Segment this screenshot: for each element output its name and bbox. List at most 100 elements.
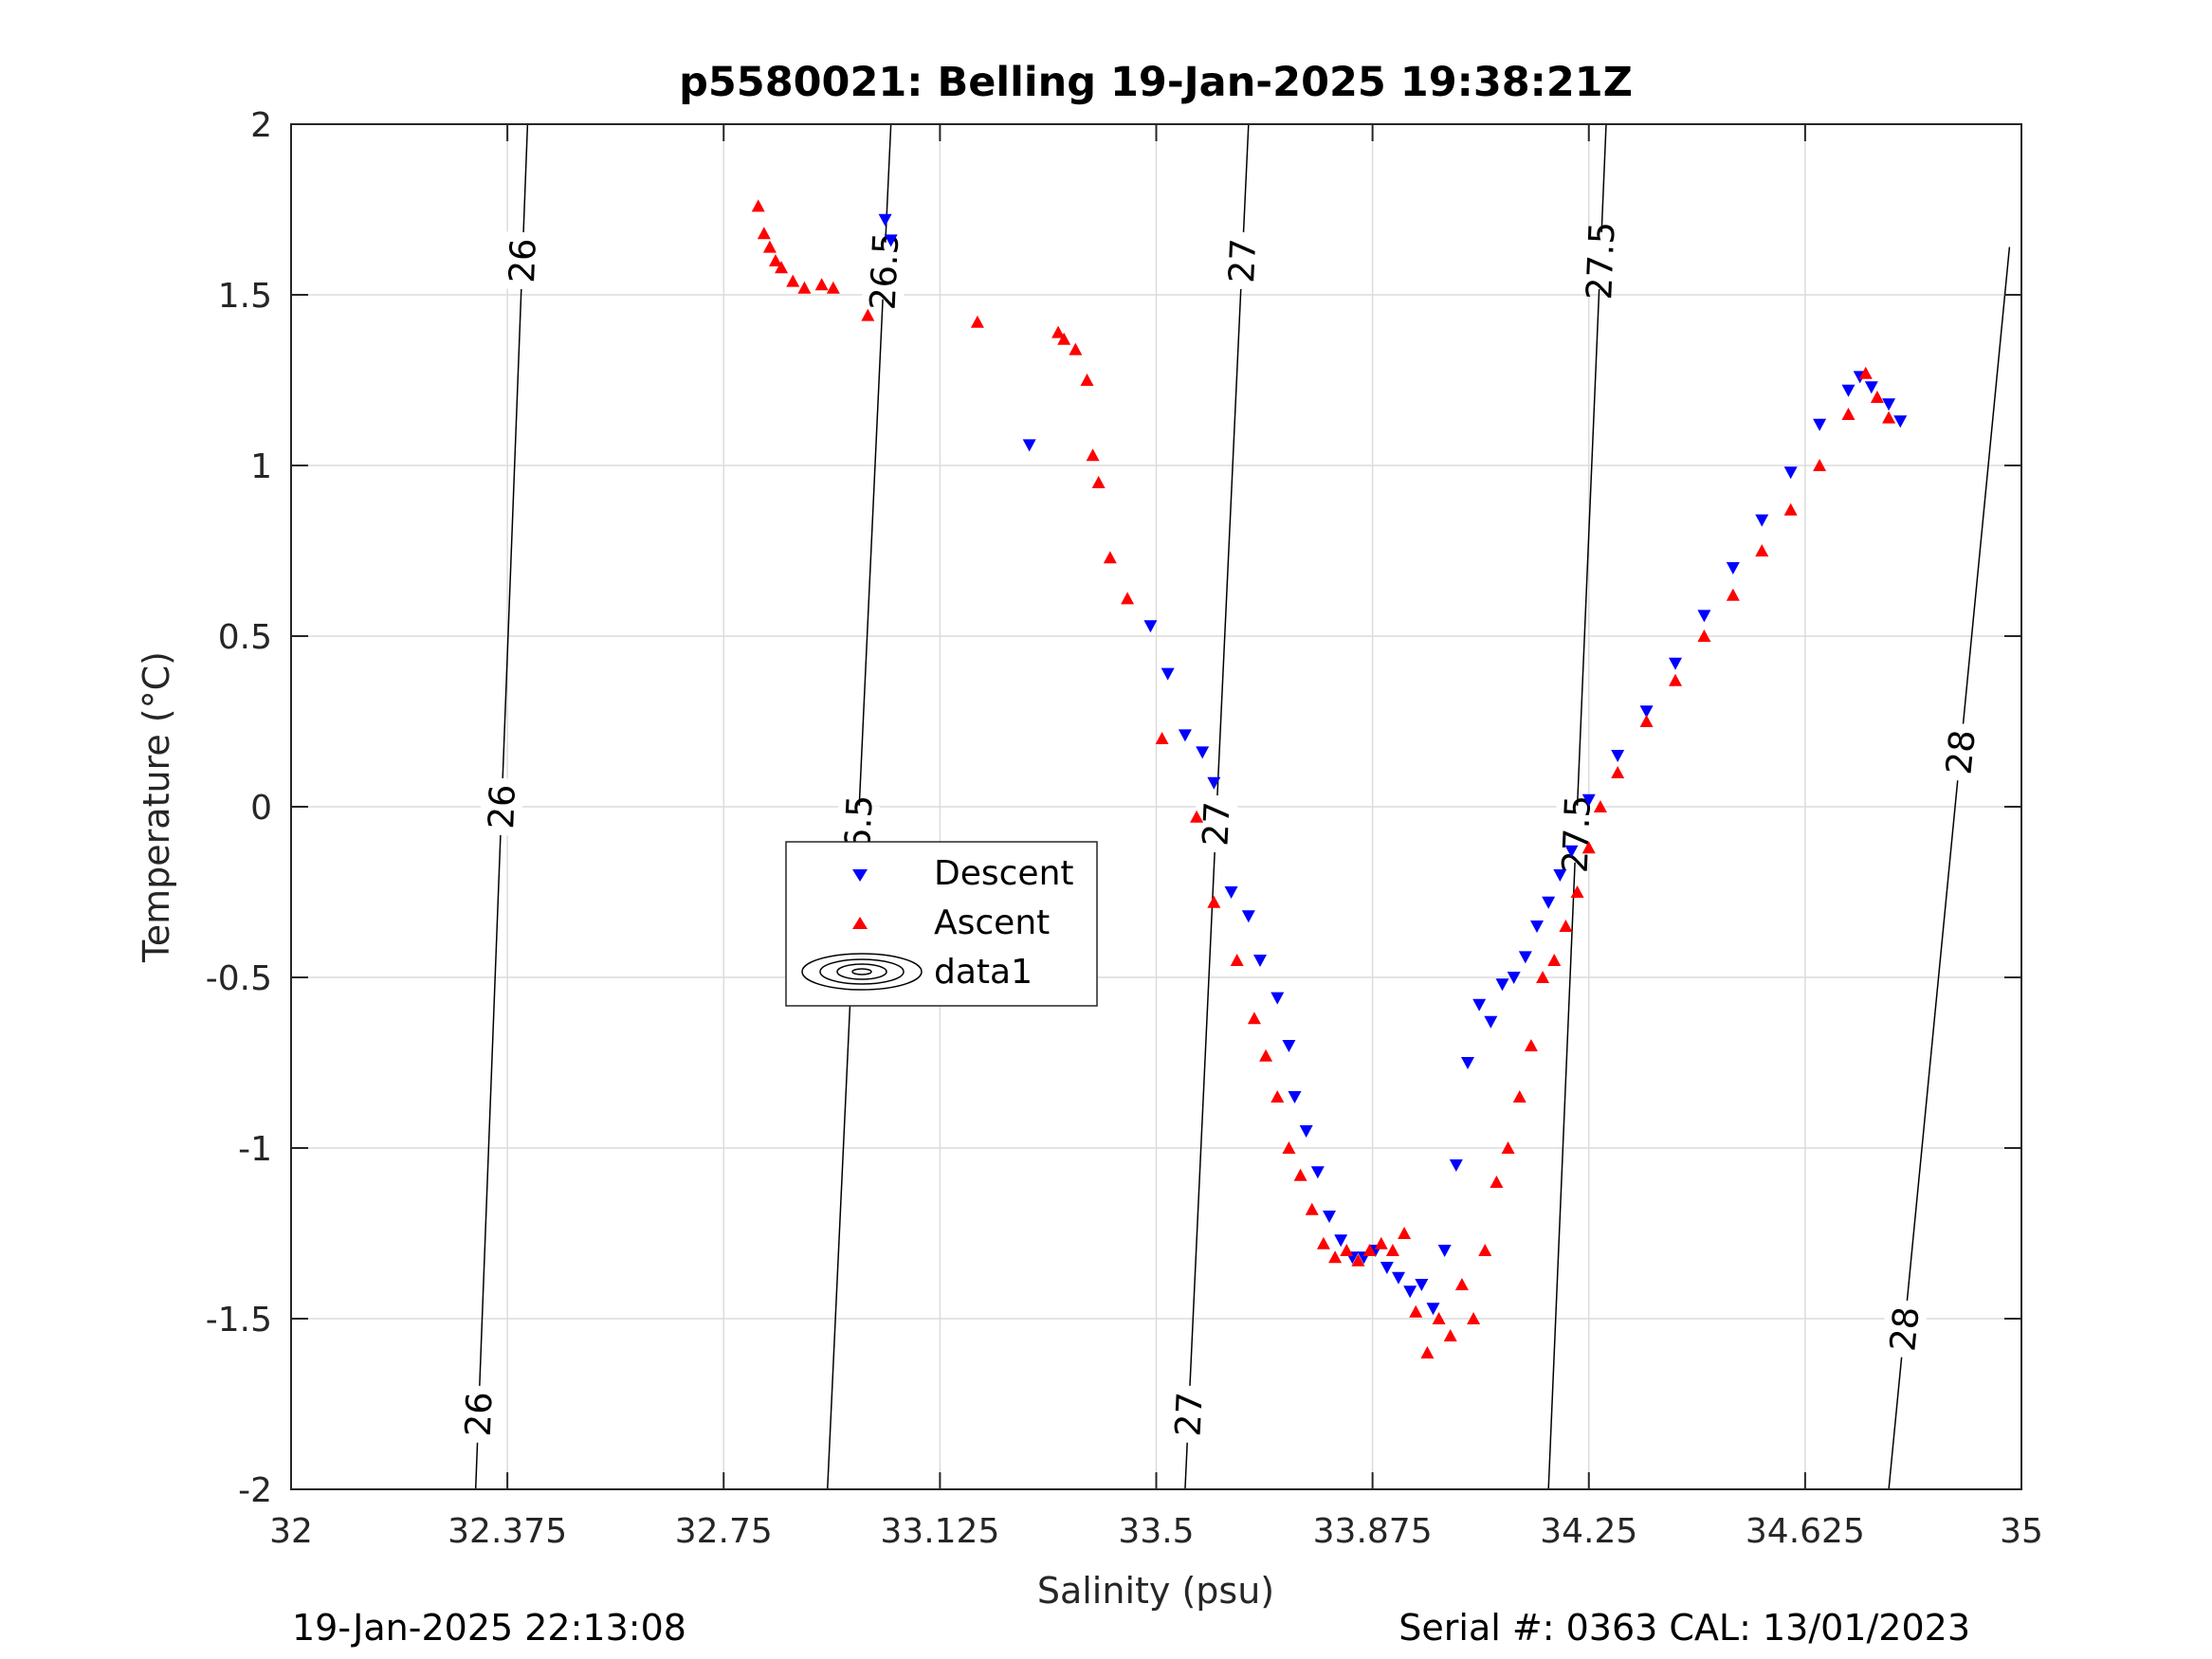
ascent-point: [797, 281, 812, 294]
x-tick-label: 34.25: [1540, 1512, 1637, 1551]
descent-point: [1484, 1015, 1498, 1029]
descent-point: [1380, 1262, 1394, 1274]
descent-point: [1507, 972, 1521, 984]
descent-point: [1271, 992, 1285, 1005]
ascent-point: [1316, 1236, 1330, 1249]
descent-point: [1553, 869, 1567, 882]
contour-label: 26: [458, 1391, 501, 1437]
descent-point: [1310, 1166, 1325, 1179]
contour-label: 27.5: [1579, 221, 1622, 301]
ascent-point: [1639, 715, 1654, 727]
x-tick-label: 33.5: [1118, 1512, 1194, 1551]
ascent-point: [1611, 766, 1625, 778]
descent-point: [1882, 398, 1896, 411]
descent-point: [1207, 776, 1221, 790]
ascent-point: [814, 278, 829, 291]
descent-point: [1241, 910, 1255, 923]
contour-label-gap: [862, 241, 906, 301]
ascent-point: [1783, 502, 1798, 516]
descent-point: [1611, 750, 1625, 762]
ascent-point: [1069, 342, 1083, 356]
ascent-point: [1374, 1236, 1388, 1249]
descent-point: [1755, 514, 1769, 527]
descent-point: [1530, 921, 1544, 933]
footer-timestamp: 19-Jan-2025 22:13:08: [292, 1607, 686, 1649]
ascent-point: [1841, 408, 1856, 420]
x-tick-label: 32: [269, 1512, 313, 1551]
descent-point: [1224, 886, 1238, 899]
contour-label-gap: [1578, 231, 1623, 290]
ascent-point: [1362, 1244, 1377, 1256]
ascent-point: [769, 254, 782, 266]
ascent-point: [1340, 1244, 1354, 1256]
ascent-point: [826, 281, 840, 294]
descent-point: [1564, 845, 1579, 858]
x-tick-label: 34.625: [1746, 1512, 1865, 1551]
ascent-point: [1478, 1244, 1492, 1256]
descent-point: [878, 213, 892, 227]
descent-point: [1323, 1211, 1336, 1223]
y-tick-label: -0.5: [206, 959, 272, 998]
y-tick-label: 1: [250, 447, 272, 486]
ascent-point: [1726, 588, 1740, 601]
contour-label-gap: [500, 231, 545, 290]
descent-point: [1669, 657, 1682, 670]
ascent-point: [861, 308, 875, 321]
ascent-point: [1432, 1312, 1446, 1324]
descent-point: [1461, 1057, 1474, 1069]
ascent-point: [1813, 459, 1827, 471]
legend-data1-label: data1: [934, 953, 1033, 992]
ascent-point: [1559, 920, 1573, 932]
chart-title: p5580021: Belling 19-Jan-2025 19:38:21Z: [679, 59, 1633, 106]
contour-label-gap: [1936, 721, 1984, 783]
ascent-point: [1057, 332, 1071, 345]
contour-label: 27: [1168, 1391, 1211, 1437]
ascent-point: [1512, 1090, 1526, 1103]
ascent-point: [1581, 841, 1596, 854]
ascent-point: [1858, 366, 1873, 379]
y-tick-label: -1.5: [206, 1301, 272, 1340]
contour-label-gap: [456, 1384, 501, 1444]
ascent-point: [1351, 1253, 1365, 1267]
ascent-point: [1755, 544, 1769, 556]
descent-point: [1288, 1091, 1302, 1103]
ascent-point: [1524, 1039, 1538, 1051]
contour-label: 26: [502, 238, 544, 284]
descent-point: [1472, 998, 1487, 1012]
footer-serial-cal: Serial #: 0363 CAL: 13/01/2023: [1398, 1607, 1970, 1649]
ascent-point: [1086, 448, 1100, 462]
x-tick-label: 33.125: [880, 1512, 999, 1551]
ascent-point: [1697, 629, 1711, 642]
contour-label-gap: [1219, 231, 1265, 290]
legend-contour-icon: [801, 953, 923, 991]
descent-point: [1437, 1245, 1452, 1257]
x-axis-label: Salinity (psu): [1037, 1570, 1274, 1612]
descent-point: [1426, 1303, 1440, 1316]
y-tick-label: 1.5: [218, 277, 272, 316]
x-tick-label: 32.375: [448, 1512, 567, 1551]
descent-point: [1813, 418, 1827, 431]
ascent-point: [970, 315, 984, 328]
ascent-point: [1051, 325, 1066, 338]
contour-label-gap: [1194, 794, 1238, 853]
ascent-point: [1328, 1250, 1343, 1264]
data-markers: [751, 199, 1908, 1358]
ascent-point: [1536, 971, 1550, 983]
ascent-point: [1870, 391, 1884, 403]
contour-label: 28: [1938, 728, 1983, 776]
descent-point: [1022, 439, 1036, 452]
x-tick-label: 35: [2000, 1512, 2043, 1551]
contour-label: 27: [1221, 238, 1264, 284]
ascent-point: [1570, 885, 1584, 898]
ascent-point: [1669, 673, 1682, 686]
ascent-point: [1080, 374, 1094, 386]
ascent-point: [1305, 1202, 1319, 1215]
legend-box: [785, 841, 1098, 1007]
x-tick-labels: 32 32.375 32.75 33.125 33.5 33.875 34.25 34.625…: [269, 1512, 2043, 1551]
descent-point: [1253, 955, 1267, 967]
ascent-point: [757, 227, 771, 240]
ascent-point: [1882, 410, 1896, 424]
ascent-point: [1207, 895, 1221, 908]
x-tick-label: 33.875: [1313, 1512, 1433, 1551]
